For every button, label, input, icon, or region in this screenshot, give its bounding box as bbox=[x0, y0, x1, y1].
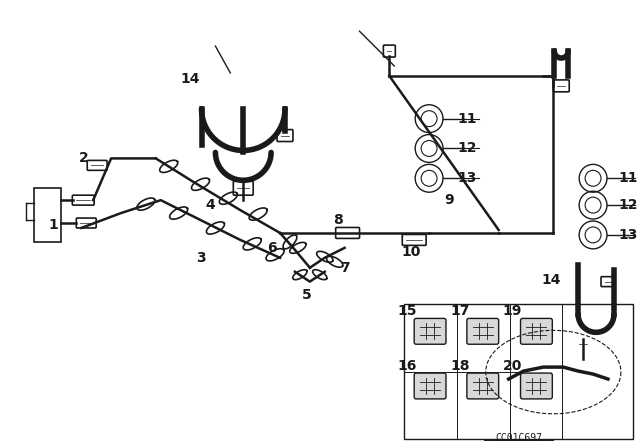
Text: 7: 7 bbox=[340, 261, 349, 275]
FancyBboxPatch shape bbox=[414, 319, 446, 344]
Text: 6: 6 bbox=[268, 241, 277, 255]
FancyBboxPatch shape bbox=[467, 373, 499, 399]
Polygon shape bbox=[313, 270, 327, 280]
Text: 10: 10 bbox=[401, 245, 421, 259]
Text: 8: 8 bbox=[333, 213, 342, 227]
Polygon shape bbox=[160, 160, 178, 172]
FancyBboxPatch shape bbox=[575, 338, 591, 350]
Text: 5: 5 bbox=[302, 288, 312, 302]
Text: 12: 12 bbox=[618, 198, 637, 212]
FancyBboxPatch shape bbox=[234, 181, 253, 195]
Polygon shape bbox=[326, 256, 343, 267]
FancyBboxPatch shape bbox=[383, 45, 396, 57]
Polygon shape bbox=[266, 249, 284, 261]
FancyBboxPatch shape bbox=[520, 319, 552, 344]
Text: 3: 3 bbox=[196, 251, 205, 265]
Polygon shape bbox=[243, 238, 261, 250]
Text: 12: 12 bbox=[457, 142, 477, 155]
Polygon shape bbox=[249, 208, 267, 220]
Polygon shape bbox=[290, 242, 306, 253]
Text: 19: 19 bbox=[503, 305, 522, 319]
Polygon shape bbox=[137, 198, 155, 210]
Text: 15: 15 bbox=[397, 305, 417, 319]
Polygon shape bbox=[283, 235, 297, 249]
FancyBboxPatch shape bbox=[554, 80, 569, 92]
Text: 16: 16 bbox=[397, 359, 417, 373]
Text: 4: 4 bbox=[205, 198, 215, 212]
Text: 13: 13 bbox=[618, 228, 637, 242]
Text: 9: 9 bbox=[444, 193, 454, 207]
Polygon shape bbox=[191, 178, 209, 190]
FancyBboxPatch shape bbox=[72, 195, 94, 205]
Polygon shape bbox=[170, 207, 188, 219]
FancyBboxPatch shape bbox=[403, 234, 426, 246]
FancyBboxPatch shape bbox=[335, 228, 360, 238]
Text: 17: 17 bbox=[450, 305, 470, 319]
Text: 11: 11 bbox=[457, 112, 477, 125]
FancyBboxPatch shape bbox=[520, 373, 552, 399]
FancyBboxPatch shape bbox=[467, 319, 499, 344]
Text: 2: 2 bbox=[78, 151, 88, 165]
Text: 1: 1 bbox=[49, 218, 58, 232]
Bar bbox=[404, 305, 633, 439]
Text: 14: 14 bbox=[181, 72, 200, 86]
Text: 14: 14 bbox=[541, 273, 561, 287]
Text: CC01C697: CC01C697 bbox=[495, 433, 542, 443]
FancyBboxPatch shape bbox=[277, 129, 293, 142]
Polygon shape bbox=[207, 222, 225, 234]
Text: 20: 20 bbox=[503, 359, 522, 373]
Text: 11: 11 bbox=[618, 171, 637, 185]
FancyBboxPatch shape bbox=[87, 160, 107, 170]
Bar bbox=[33, 188, 61, 242]
FancyBboxPatch shape bbox=[76, 218, 96, 228]
FancyBboxPatch shape bbox=[414, 373, 446, 399]
Polygon shape bbox=[220, 192, 237, 204]
Text: 13: 13 bbox=[457, 171, 477, 185]
Polygon shape bbox=[292, 270, 307, 280]
Text: 18: 18 bbox=[450, 359, 470, 373]
Polygon shape bbox=[317, 251, 333, 262]
FancyBboxPatch shape bbox=[601, 277, 615, 287]
